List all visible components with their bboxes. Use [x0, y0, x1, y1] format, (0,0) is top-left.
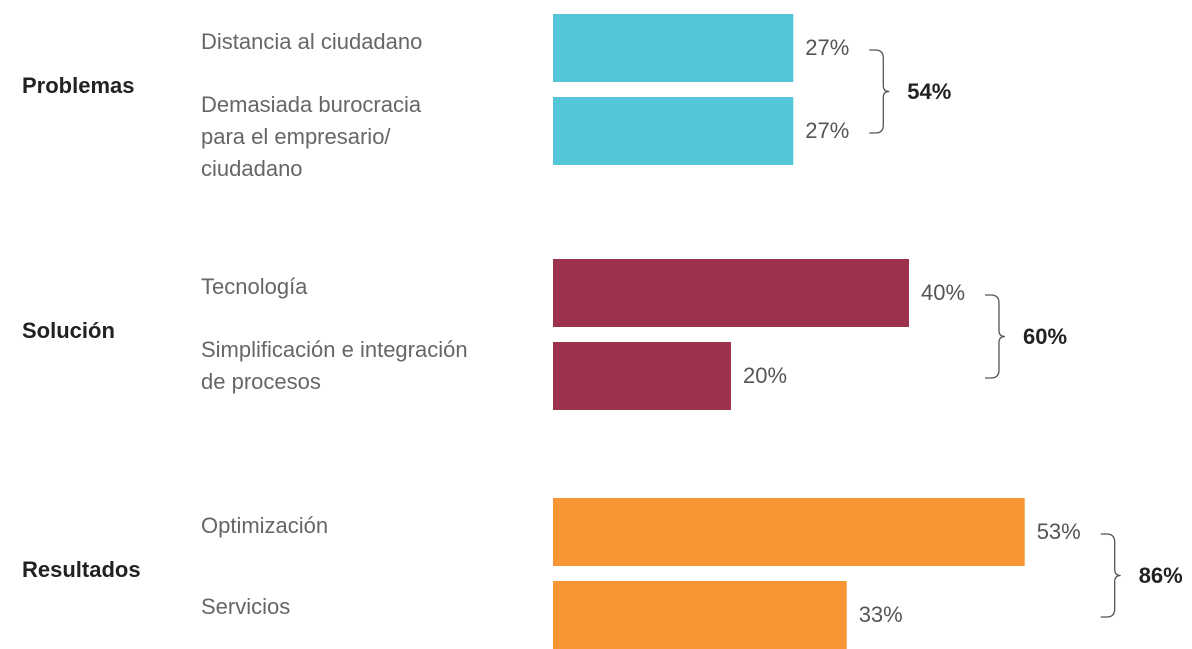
group-total: 60% [1023, 323, 1068, 349]
group-total: 54% [907, 78, 952, 104]
bar [553, 498, 1025, 566]
bar [553, 581, 847, 649]
bar [553, 259, 909, 327]
category-label: Servicios [201, 594, 291, 619]
group-label: Resultados [22, 556, 141, 582]
brace [869, 49, 890, 134]
value-label: 33% [858, 602, 903, 627]
group-label: Solución [22, 317, 115, 343]
bar [553, 14, 794, 82]
group-total: 86% [1138, 562, 1183, 588]
brace [1100, 533, 1121, 618]
category-label: Simplificación e integración de procesos [201, 337, 468, 394]
brace [985, 294, 1006, 379]
category-label: Tecnología [201, 274, 308, 299]
group-label: Problemas [22, 72, 135, 98]
value-label: 27% [805, 118, 850, 143]
category-label: Demasiada burocracia para el empresario/… [201, 92, 422, 181]
bar [553, 342, 731, 410]
value-label: 27% [805, 35, 850, 60]
bar [553, 97, 794, 165]
value-label: 53% [1036, 519, 1081, 544]
value-label: 40% [921, 280, 966, 305]
category-label: Distancia al ciudadano [201, 29, 423, 54]
value-label: 20% [743, 363, 788, 388]
category-label: Optimización [201, 513, 329, 538]
